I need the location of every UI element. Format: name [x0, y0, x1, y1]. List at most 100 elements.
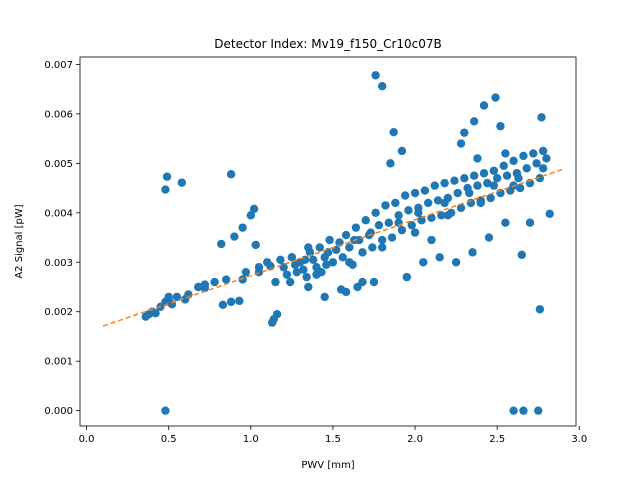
- data-point: [414, 208, 423, 218]
- data-point: [417, 216, 426, 225]
- data-point: [286, 277, 295, 287]
- fit-line: [102, 168, 564, 327]
- y-tick-label: 0.002: [44, 307, 73, 318]
- x-tick-label: 0.5: [161, 434, 177, 445]
- data-point: [456, 139, 466, 148]
- data-point: [519, 406, 528, 415]
- y-tick-label: 0.000: [44, 406, 73, 417]
- data-point: [469, 117, 479, 126]
- data-point: [368, 243, 377, 252]
- data-point: [386, 159, 395, 168]
- data-point: [427, 213, 436, 222]
- data-point: [381, 201, 390, 210]
- y-tick-label: 0.005: [44, 159, 73, 170]
- data-point: [535, 305, 545, 314]
- data-point: [299, 265, 308, 274]
- data-point: [304, 282, 313, 292]
- data-point: [545, 209, 554, 219]
- data-point: [501, 149, 510, 158]
- data-point: [161, 406, 170, 415]
- data-point: [537, 113, 546, 122]
- data-point: [361, 216, 370, 225]
- data-point: [433, 196, 443, 205]
- fit-layer: [102, 168, 564, 327]
- data-point: [164, 292, 173, 302]
- x-tick-label: 3.0: [571, 434, 587, 445]
- data-point: [371, 208, 380, 218]
- data-point: [489, 166, 499, 175]
- data-point: [460, 173, 469, 183]
- data-point: [369, 277, 379, 287]
- y-tick-label: 0.004: [44, 208, 73, 219]
- data-point: [410, 228, 420, 237]
- data-point: [341, 230, 351, 240]
- data-point: [358, 277, 367, 287]
- data-point: [407, 220, 416, 230]
- y-axis-label: A2 Signal [pW]: [14, 204, 25, 278]
- data-point: [479, 101, 489, 110]
- y-axis: 0.000 0.001 0.002 0.003 0.004 0.005 0.006 0.007: [44, 60, 80, 417]
- data-point: [522, 164, 531, 173]
- data-point: [282, 270, 292, 279]
- data-point: [476, 198, 485, 208]
- data-point: [161, 185, 170, 194]
- data-point: [501, 218, 510, 227]
- data-point: [325, 235, 334, 245]
- data-point: [377, 243, 387, 252]
- data-point: [465, 188, 474, 198]
- data-point: [384, 218, 393, 227]
- data-point: [358, 248, 367, 257]
- data-point: [509, 156, 518, 166]
- data-point: [451, 258, 461, 267]
- x-axis-label: PWV [mm]: [301, 460, 354, 471]
- data-point: [519, 151, 528, 161]
- data-point: [345, 258, 354, 267]
- data-point: [542, 154, 551, 163]
- data-point: [394, 211, 403, 220]
- data-point: [538, 164, 548, 173]
- data-point: [217, 239, 226, 249]
- data-point: [312, 270, 321, 279]
- data-point: [246, 211, 256, 220]
- data-point: [304, 243, 313, 252]
- data-point: [151, 309, 160, 318]
- data-point: [377, 81, 387, 91]
- data-point: [377, 235, 387, 245]
- data-point: [499, 161, 508, 171]
- data-point: [443, 211, 453, 220]
- data-point: [460, 128, 469, 137]
- data-point: [453, 188, 462, 198]
- data-point: [486, 193, 495, 203]
- data-point: [534, 406, 543, 415]
- data-point: [374, 220, 384, 230]
- x-tick-label: 1.5: [325, 434, 341, 445]
- data-point: [200, 283, 210, 293]
- data-point: [322, 260, 331, 269]
- data-point: [450, 176, 459, 185]
- data-point: [221, 275, 231, 284]
- data-point: [440, 178, 449, 188]
- data-point: [276, 255, 285, 265]
- x-axis: 0.0 0.5 1.0 1.5 2.0 2.5 3.0: [79, 426, 587, 445]
- data-point: [254, 267, 264, 277]
- data-point: [230, 232, 239, 241]
- data-point: [437, 211, 446, 220]
- data-point: [172, 292, 182, 302]
- y-tick-label: 0.006: [44, 109, 73, 120]
- data-point: [509, 406, 518, 415]
- data-point: [402, 272, 412, 282]
- data-point: [162, 172, 172, 181]
- data-point: [226, 297, 236, 307]
- data-point: [272, 310, 282, 319]
- data-point: [389, 127, 398, 137]
- data-point: [419, 258, 428, 267]
- data-point: [320, 292, 329, 302]
- data-point: [391, 198, 400, 208]
- data-point: [514, 173, 523, 183]
- data-point: [210, 277, 219, 287]
- data-point: [469, 171, 479, 180]
- data-point: [410, 188, 420, 198]
- x-tick-label: 1.0: [243, 434, 259, 445]
- data-point: [502, 171, 512, 180]
